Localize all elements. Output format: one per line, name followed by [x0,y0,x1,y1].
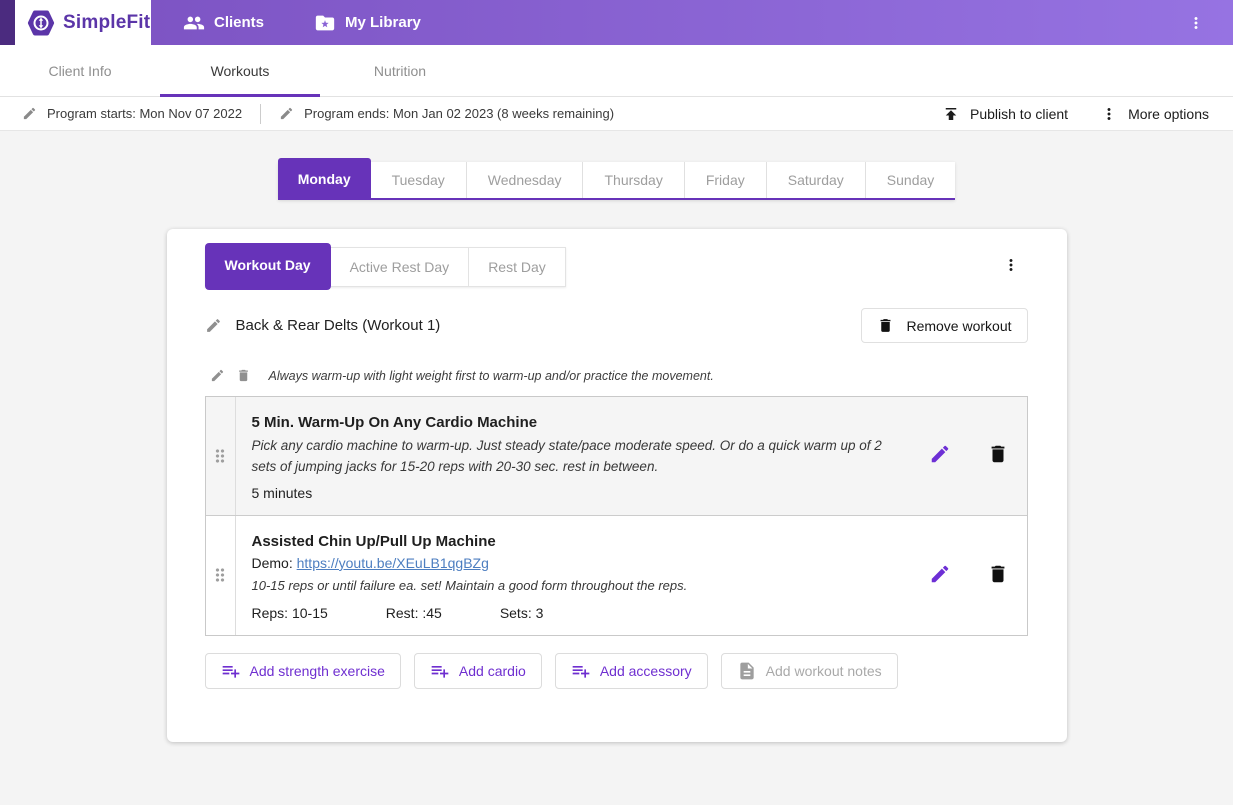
demo-label: Demo: [251,554,293,571]
demo-video-link[interactable]: https://youtu.be/XEuLB1qgBZg [296,554,489,571]
brand-name: SimpleFit [63,11,151,33]
day-type-rest[interactable]: Rest Day [469,247,566,287]
day-tab-wednesday[interactable]: Wednesday [465,162,583,198]
edit-workout-title-icon[interactable] [205,317,222,334]
library-folder-icon [315,15,335,30]
delete-exercise-button[interactable] [983,439,1013,472]
exercise-duration: 5 minutes [251,484,313,501]
exercise-list: 5 Min. Warm-Up On Any Cardio Machine Pic… [204,396,1028,636]
day-type-workout[interactable]: Workout Day [204,243,331,290]
day-tab-monday[interactable]: Monday [277,158,371,200]
app-header: SimpleFit Clients My Library [0,0,1233,45]
add-accessory-label: Add accessory [599,662,692,679]
people-icon [183,16,205,29]
add-cardio-button[interactable]: Add cardio [413,652,542,689]
program-end-text: Program ends: Mon Jan 02 2023 (8 weeks r… [304,106,615,121]
edit-note-icon[interactable] [210,368,225,383]
edit-exercise-button[interactable] [925,559,955,592]
tab-workouts[interactable]: Workouts [160,45,320,97]
workout-day-card: Workout Day Active Rest Day Rest Day Bac… [166,229,1067,742]
card-overflow-menu[interactable] [994,252,1028,283]
add-strength-label: Add strength exercise [249,662,385,679]
exercise-description: Pick any cardio machine to warm-up. Just… [251,438,882,474]
drag-handle[interactable] [206,515,236,635]
trash-icon [880,319,891,332]
exercise-row-chinup: Assisted Chin Up/Pull Up Machine Demo: h… [205,514,1027,635]
delete-note-icon[interactable] [236,368,251,383]
publish-to-client-button[interactable]: Publish to client [926,105,1084,123]
drag-handle[interactable] [206,397,236,515]
add-notes-label: Add workout notes [765,662,882,679]
kebab-menu-icon [1194,16,1198,29]
workout-title: Back & Rear Delts (Workout 1) [235,317,441,334]
delete-exercise-button[interactable] [983,559,1013,592]
exercise-rest: Rest: :45 [385,604,442,621]
nav-clients-label: Clients [214,14,265,31]
add-cardio-label: Add cardio [458,662,526,679]
exercise-sets: Sets: 3 [499,604,544,621]
day-tab-saturday[interactable]: Saturday [765,162,865,198]
trash-icon [991,446,1004,463]
day-tab-thursday[interactable]: Thursday [582,162,684,198]
publish-upload-icon [945,107,957,120]
exercise-reps: Reps: 10-15 [251,604,328,621]
tab-nutrition[interactable]: Nutrition [373,62,427,79]
kebab-menu-icon [1107,107,1111,120]
simplefit-logo-icon [27,10,55,35]
header-overflow-menu[interactable] [1159,0,1233,45]
program-end[interactable]: Program ends: Mon Jan 02 2023 (8 weeks r… [279,106,614,121]
playlist-add-icon [222,665,239,678]
program-start-text: Program starts: Mon Nov 07 2022 [47,106,243,121]
exercise-description: 10-15 reps or until failure ea. set! Mai… [251,577,688,593]
remove-workout-label: Remove workout [906,317,1012,334]
day-type-active-rest[interactable]: Active Rest Day [330,247,470,287]
playlist-add-icon [572,665,590,678]
playlist-add-icon [431,665,449,678]
drag-indicator-icon [215,568,225,583]
drag-indicator-icon [215,449,225,463]
add-strength-exercise-button[interactable]: Add strength exercise [204,652,401,689]
edit-pencil-icon [23,107,36,120]
day-tab-tuesday[interactable]: Tuesday [370,162,466,198]
brand-logo-area[interactable]: SimpleFit [15,0,151,45]
day-tabs: Monday Tuesday Wednesday Thursday Friday… [277,158,956,200]
edit-pencil-icon [931,565,948,583]
document-icon [740,662,754,680]
exercise-stats: Reps: 10-15 Rest: :45 Sets: 3 [252,605,905,621]
edit-exercise-button[interactable] [925,439,955,472]
more-options-button[interactable]: More options [1084,105,1225,123]
edit-pencil-icon [280,107,293,120]
add-accessory-button[interactable]: Add accessory [554,652,708,689]
trash-icon [991,565,1004,583]
program-bar: Program starts: Mon Nov 07 2022 Program … [0,97,1233,131]
tab-client-info[interactable]: Client Info [48,62,112,79]
edit-pencil-icon [931,446,948,463]
workout-note: Always warm-up with light weight first t… [268,368,714,383]
exercise-row-cardio-warmup: 5 Min. Warm-Up On Any Cardio Machine Pic… [205,397,1027,515]
more-options-label: More options [1128,105,1209,122]
day-type-tabs: Workout Day Active Rest Day Rest Day [204,243,566,290]
nav-my-library-label: My Library [345,14,421,31]
header-edge-stripe [0,0,15,45]
add-workout-notes-button[interactable]: Add workout notes [720,652,898,689]
nav-my-library[interactable]: My Library [296,0,439,45]
kebab-menu-icon [1009,258,1012,271]
exercise-name: 5 Min. Warm-Up On Any Cardio Machine [251,414,538,431]
program-start[interactable]: Program starts: Mon Nov 07 2022 [0,106,242,121]
day-tab-sunday[interactable]: Sunday [864,162,956,198]
nav-clients[interactable]: Clients [165,0,282,45]
divider [260,103,262,124]
day-tab-friday[interactable]: Friday [683,162,766,198]
exercise-name: Assisted Chin Up/Pull Up Machine [251,532,496,550]
publish-label: Publish to client [970,105,1069,122]
section-tabs: Client Info Workouts Nutrition [0,45,1233,97]
remove-workout-button[interactable]: Remove workout [861,308,1028,343]
